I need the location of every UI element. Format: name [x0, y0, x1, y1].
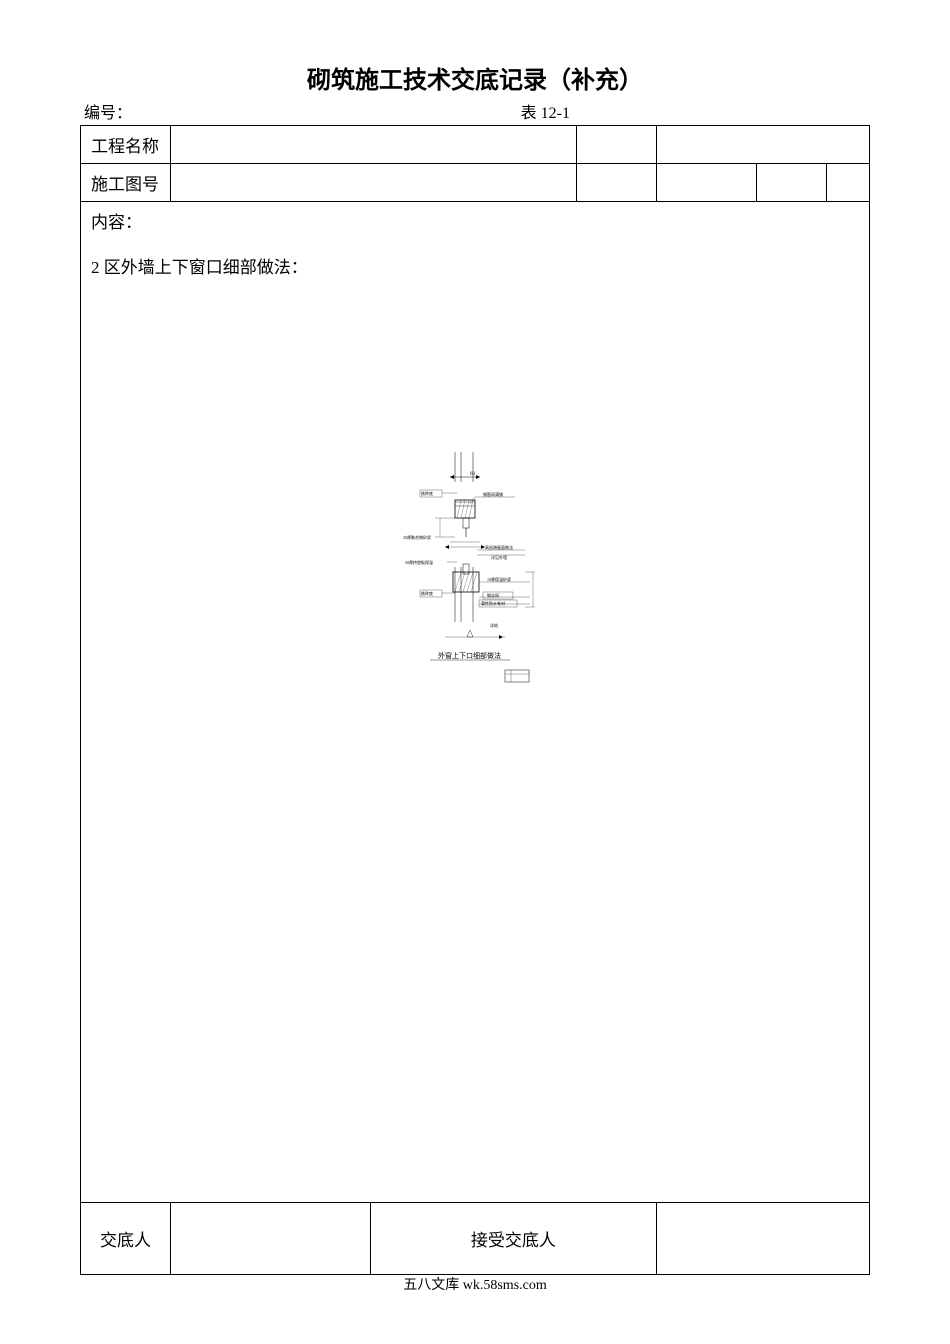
empty-cell — [756, 164, 826, 202]
content-label: 内容： — [91, 208, 859, 233]
diagram-label: 50厚挤塑板保温 — [405, 559, 433, 565]
empty-cell — [656, 164, 756, 202]
diagram-label: 柔性防水卷材 — [481, 600, 505, 606]
empty-cell — [171, 1203, 371, 1275]
empty-cell — [171, 164, 577, 202]
empty-cell — [576, 126, 656, 164]
content-box: 内容： 2 区外墙上下窗口细部做法： 60 — [81, 202, 869, 1202]
diagram-svg: 60 — [385, 442, 565, 722]
empty-cell — [826, 164, 869, 202]
main-table: 工程名称 施工图号 内容： 2 区外墙上下窗口细部做法： — [80, 125, 870, 1275]
diagram-label: 高低跨屋面做法 — [485, 544, 513, 550]
project-name-label: 工程名称 — [81, 126, 171, 164]
diagram-label: 挑砖底 — [421, 590, 433, 596]
diagram-label: 详结 — [490, 622, 498, 628]
table-number: 表 12-1 — [521, 99, 870, 123]
diagram-label: 钢筋网满铺 — [483, 491, 503, 497]
diagram-caption: 外窗上下口细部做法 — [438, 651, 501, 660]
diagram-label: 10厚保温砂浆 — [487, 576, 511, 582]
empty-cell — [171, 126, 577, 164]
drawing-number-label: 施工图号 — [81, 164, 171, 202]
presenter-label: 交底人 — [81, 1203, 171, 1275]
numbering-label: 编号： — [80, 99, 132, 123]
content-row: 内容： 2 区外墙上下窗口细部做法： 60 — [81, 202, 870, 1203]
header-row: 编号： 表 12-1 — [80, 99, 870, 123]
dim-label: 60 — [470, 472, 476, 477]
diagram-label: 20厚聚合物砂浆 — [403, 534, 431, 540]
technical-diagram: 60 — [385, 442, 565, 722]
receiver-label: 接受交底人 — [371, 1203, 657, 1275]
content-text: 2 区外墙上下窗口细部做法： — [91, 253, 859, 278]
page-footer: 五八文库 wk.58sms.com — [0, 1274, 950, 1294]
empty-cell — [656, 126, 869, 164]
diagram-label: 挑砖底 — [421, 490, 433, 496]
diagram-label: 详见外墙 — [491, 554, 507, 560]
footer-row: 交底人 接受交底人 — [81, 1203, 870, 1275]
table-row: 工程名称 — [81, 126, 870, 164]
table-row: 施工图号 — [81, 164, 870, 202]
document-title: 砌筑施工技术交底记录（补充） — [80, 60, 870, 95]
empty-cell — [576, 164, 656, 202]
diagram-label: 钢丝网 — [487, 592, 499, 598]
empty-cell — [656, 1203, 869, 1275]
